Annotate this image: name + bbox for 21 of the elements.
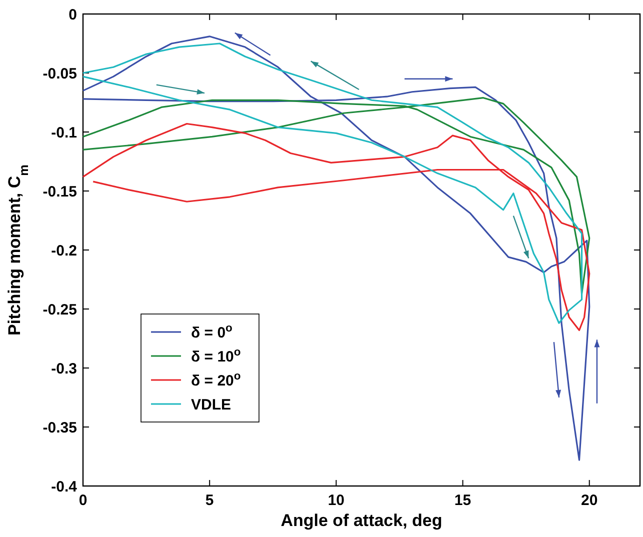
legend-label: δ = 0$^{o}$ [191,322,233,342]
legend-label: δ = 10$^{o}$ [191,346,241,366]
y-tick-label: -0.2 [51,242,77,260]
y-tick-label: -0.4 [51,478,78,496]
legend-label: VDLE [191,396,232,414]
x-tick-label: 20 [581,492,598,509]
x-tick-label: 15 [454,492,472,509]
x-tick-label: 10 [328,492,345,509]
y-tick-label: -0.1 [51,124,77,142]
line-series [82,96,590,294]
legend-label: δ = 20$^{o}$ [191,370,241,390]
y-tick-label: -0.35 [42,419,77,436]
y-tick-label: -0.15 [42,183,77,200]
line-series [82,36,590,461]
y-tick-label: -0.25 [42,301,77,318]
y-tick-label: -0.05 [42,65,77,82]
y-tick-label: 0 [68,6,77,24]
line-series [82,42,583,324]
x-tick-label: 5 [205,492,214,509]
x-axis-title: Angle of attack, deg [280,511,442,530]
y-tick-label: -0.3 [51,360,77,378]
